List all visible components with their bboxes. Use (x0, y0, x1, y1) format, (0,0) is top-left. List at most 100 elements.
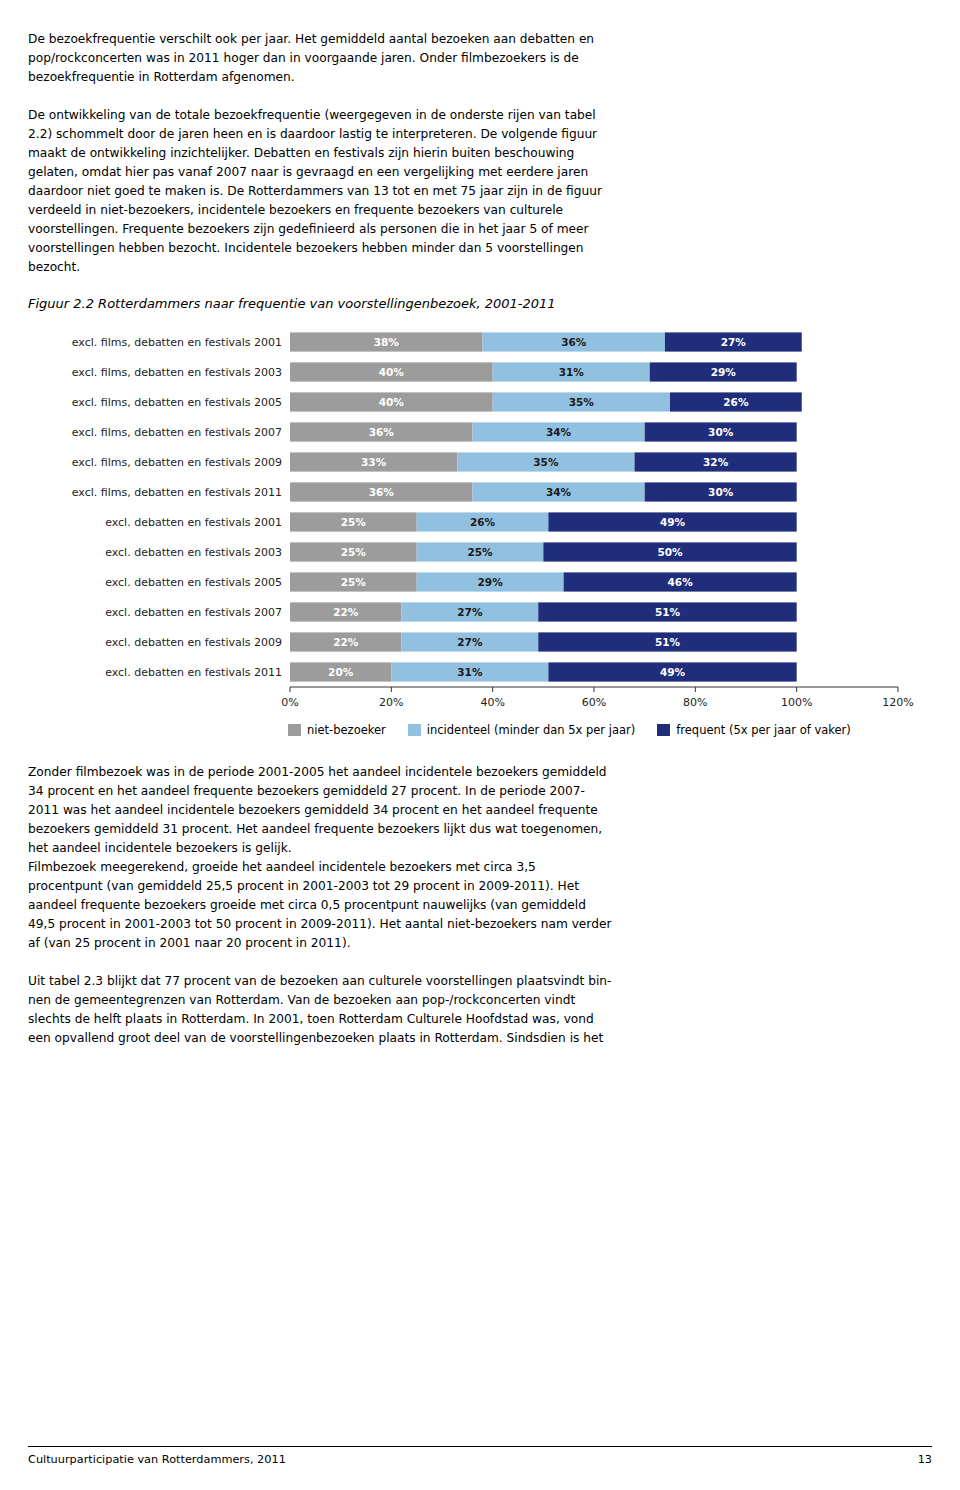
text-line: De bezoekfrequentie verschilt ook per ja… (28, 30, 932, 49)
x-tick (898, 687, 899, 692)
category-label: excl. debatten en festivals 2011 (105, 666, 282, 679)
category-label: excl. films, debatten en festivals 2009 (72, 456, 282, 469)
bar-segment (290, 602, 401, 621)
text-line: 49,5 procent in 2001-2003 tot 50 procent… (28, 915, 932, 934)
bar-segment (290, 542, 417, 561)
bar-segment (290, 572, 417, 591)
text-line: een opvallend groot deel van de voorstel… (28, 1029, 932, 1048)
footer-right: 13 (918, 1453, 932, 1466)
x-tick (695, 687, 696, 692)
x-tick (492, 687, 493, 692)
text-line: daardoor niet goed te maken is. De Rotte… (28, 182, 932, 201)
data-label: 25% (341, 516, 367, 528)
data-label: 29% (711, 366, 737, 378)
bar-segment (290, 452, 457, 471)
bar-segment (665, 332, 802, 351)
data-label: 30% (708, 426, 734, 438)
text-line: voorstellingen. Frequente bezoekers zijn… (28, 220, 932, 239)
data-label: 32% (703, 456, 729, 468)
data-label: 46% (668, 576, 694, 588)
x-tick (290, 687, 291, 692)
data-label: 50% (657, 546, 683, 558)
bar-segment (290, 332, 483, 351)
legend-label: frequent (5x per jaar of vaker) (676, 723, 851, 737)
category-label: excl. debatten en festivals 2001 (105, 516, 282, 529)
data-label: 51% (655, 606, 681, 618)
data-label: 49% (660, 516, 686, 528)
data-labels: 38%36%27%40%31%29%40%35%26%36%34%30%33%3… (328, 336, 749, 678)
data-label: 27% (457, 636, 483, 648)
data-label: 35% (533, 456, 559, 468)
data-label: 27% (721, 336, 747, 348)
page: De bezoekfrequentie verschilt ook per ja… (0, 0, 960, 1490)
text-line: De ontwikkeling van de totale bezoekfreq… (28, 106, 932, 125)
legend-item: frequent (5x per jaar of vaker) (657, 723, 851, 737)
text-line: Zonder filmbezoek was in de periode 2001… (28, 763, 932, 782)
text-line: aandeel frequente bezoekers groeide met … (28, 896, 932, 915)
bar-segment (401, 602, 538, 621)
x-tick (594, 687, 595, 692)
data-label: 22% (333, 606, 359, 618)
bar-segment (645, 422, 797, 441)
bar-segment (635, 452, 797, 471)
bar-segment (457, 452, 634, 471)
data-label: 36% (369, 426, 395, 438)
bar-segment (417, 512, 549, 531)
bar-segment (645, 482, 797, 501)
data-label: 26% (470, 516, 496, 528)
bar-segment (548, 662, 796, 681)
category-label: excl. films, debatten en festivals 2007 (72, 426, 282, 439)
bar-segment (290, 362, 493, 381)
data-label: 33% (361, 456, 387, 468)
paragraph: Uit tabel 2.3 blijkt dat 77 procent van … (28, 972, 932, 1048)
bar-segment (472, 422, 644, 441)
data-label: 51% (655, 636, 681, 648)
legend-swatch (288, 724, 301, 736)
paragraph: De bezoekfrequentie verschilt ook per ja… (28, 30, 932, 87)
category-label: excl. films, debatten en festivals 2003 (72, 366, 282, 379)
bar-segment (538, 602, 796, 621)
bar-segment (670, 392, 802, 411)
data-label: 34% (546, 486, 572, 498)
data-label: 49% (660, 666, 686, 678)
footer-left: Cultuurparticipatie van Rotterdammers, 2… (28, 1453, 286, 1466)
data-label: 35% (569, 396, 595, 408)
text-line: maakt de ontwikkeling inzichtelijker. De… (28, 144, 932, 163)
bar-segment (290, 512, 417, 531)
x-tick (391, 687, 392, 692)
data-label: 40% (379, 366, 405, 378)
bar-segment (417, 542, 544, 561)
category-label: excl. debatten en festivals 2003 (105, 546, 282, 559)
data-label: 25% (341, 546, 367, 558)
bars (290, 332, 802, 681)
data-label: 27% (457, 606, 483, 618)
data-label: 29% (478, 576, 504, 588)
x-tick-label: 0% (281, 696, 298, 709)
text-line: bezoekfrequentie in Rotterdam afgenomen. (28, 68, 932, 87)
text-line: 34 procent en het aandeel frequente bezo… (28, 782, 932, 801)
text-line: slechts de helft plaats in Rotterdam. In… (28, 1010, 932, 1029)
bar-segment (290, 632, 401, 651)
bar-segment (543, 542, 796, 561)
x-tick-label: 20% (379, 696, 403, 709)
data-label: 36% (369, 486, 395, 498)
x-tick-label: 100% (781, 696, 812, 709)
bar-segment (401, 632, 538, 651)
category-label: excl. films, debatten en festivals 2011 (72, 486, 282, 499)
text-line: voorstellingen hebben bezocht. Incidente… (28, 239, 932, 258)
data-label: 36% (561, 336, 587, 348)
bar-segment (472, 482, 644, 501)
legend-label: niet-bezoeker (307, 723, 386, 737)
chart: 38%36%27%40%31%29%40%35%26%36%34%30%33%3… (28, 319, 932, 721)
x-tick-label: 120% (882, 696, 913, 709)
data-label: 30% (708, 486, 734, 498)
text-line: procentpunt (van gemiddeld 25,5 procent … (28, 877, 932, 896)
data-label: 40% (379, 396, 405, 408)
bar-segment (290, 392, 493, 411)
bar-segment (493, 392, 670, 411)
data-label: 25% (341, 576, 367, 588)
category-label: excl. debatten en festivals 2007 (105, 606, 282, 619)
text-line: gelaten, omdat hier pas vanaf 2007 naar … (28, 163, 932, 182)
footer: Cultuurparticipatie van Rotterdammers, 2… (28, 1446, 932, 1466)
x-tick-label: 80% (683, 696, 707, 709)
